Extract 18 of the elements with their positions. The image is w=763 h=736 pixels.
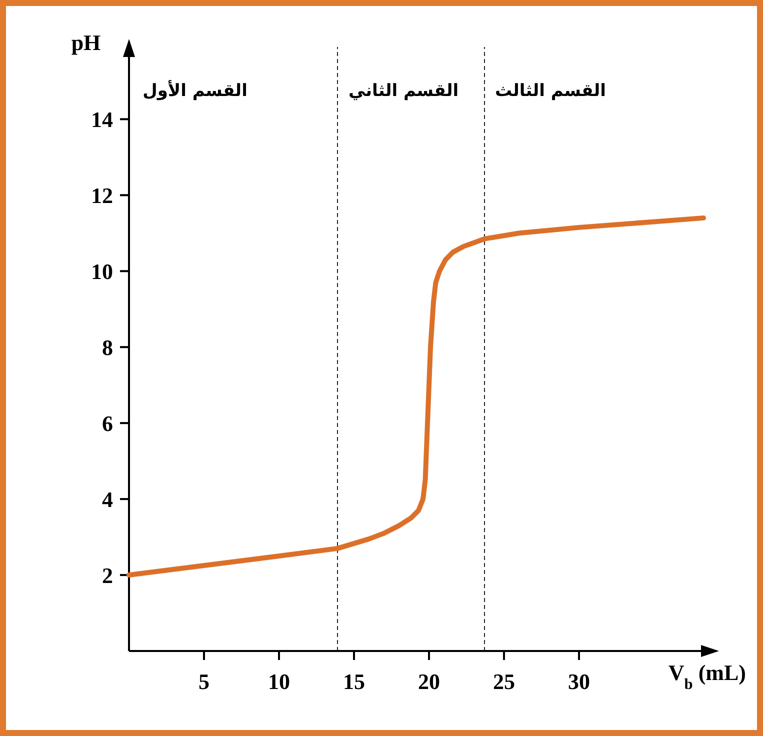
x-tick-label: 5	[198, 669, 210, 694]
x-tick-label: 30	[568, 669, 590, 694]
y-axis-title: pH	[71, 30, 101, 55]
x-tick-label: 25	[493, 669, 515, 694]
y-tick-label: 4	[102, 487, 113, 512]
y-tick-label: 12	[91, 183, 113, 208]
y-tick-label: 6	[102, 411, 113, 436]
x-axis-title: V$_{b}$ (mL)	[668, 660, 746, 692]
annotation: القسم الثالث	[495, 81, 606, 101]
x-tick-label: 10	[268, 669, 290, 694]
annotation: القسم الأول	[142, 79, 248, 101]
y-tick-label: 10	[91, 259, 113, 284]
x-tick-label: 20	[418, 669, 440, 694]
y-tick-label: 14	[91, 107, 113, 132]
x-tick-label: 15	[343, 669, 365, 694]
annotation: القسم الثاني	[348, 81, 459, 101]
y-tick-label: 2	[102, 563, 113, 588]
y-tick-label: 8	[102, 335, 113, 360]
